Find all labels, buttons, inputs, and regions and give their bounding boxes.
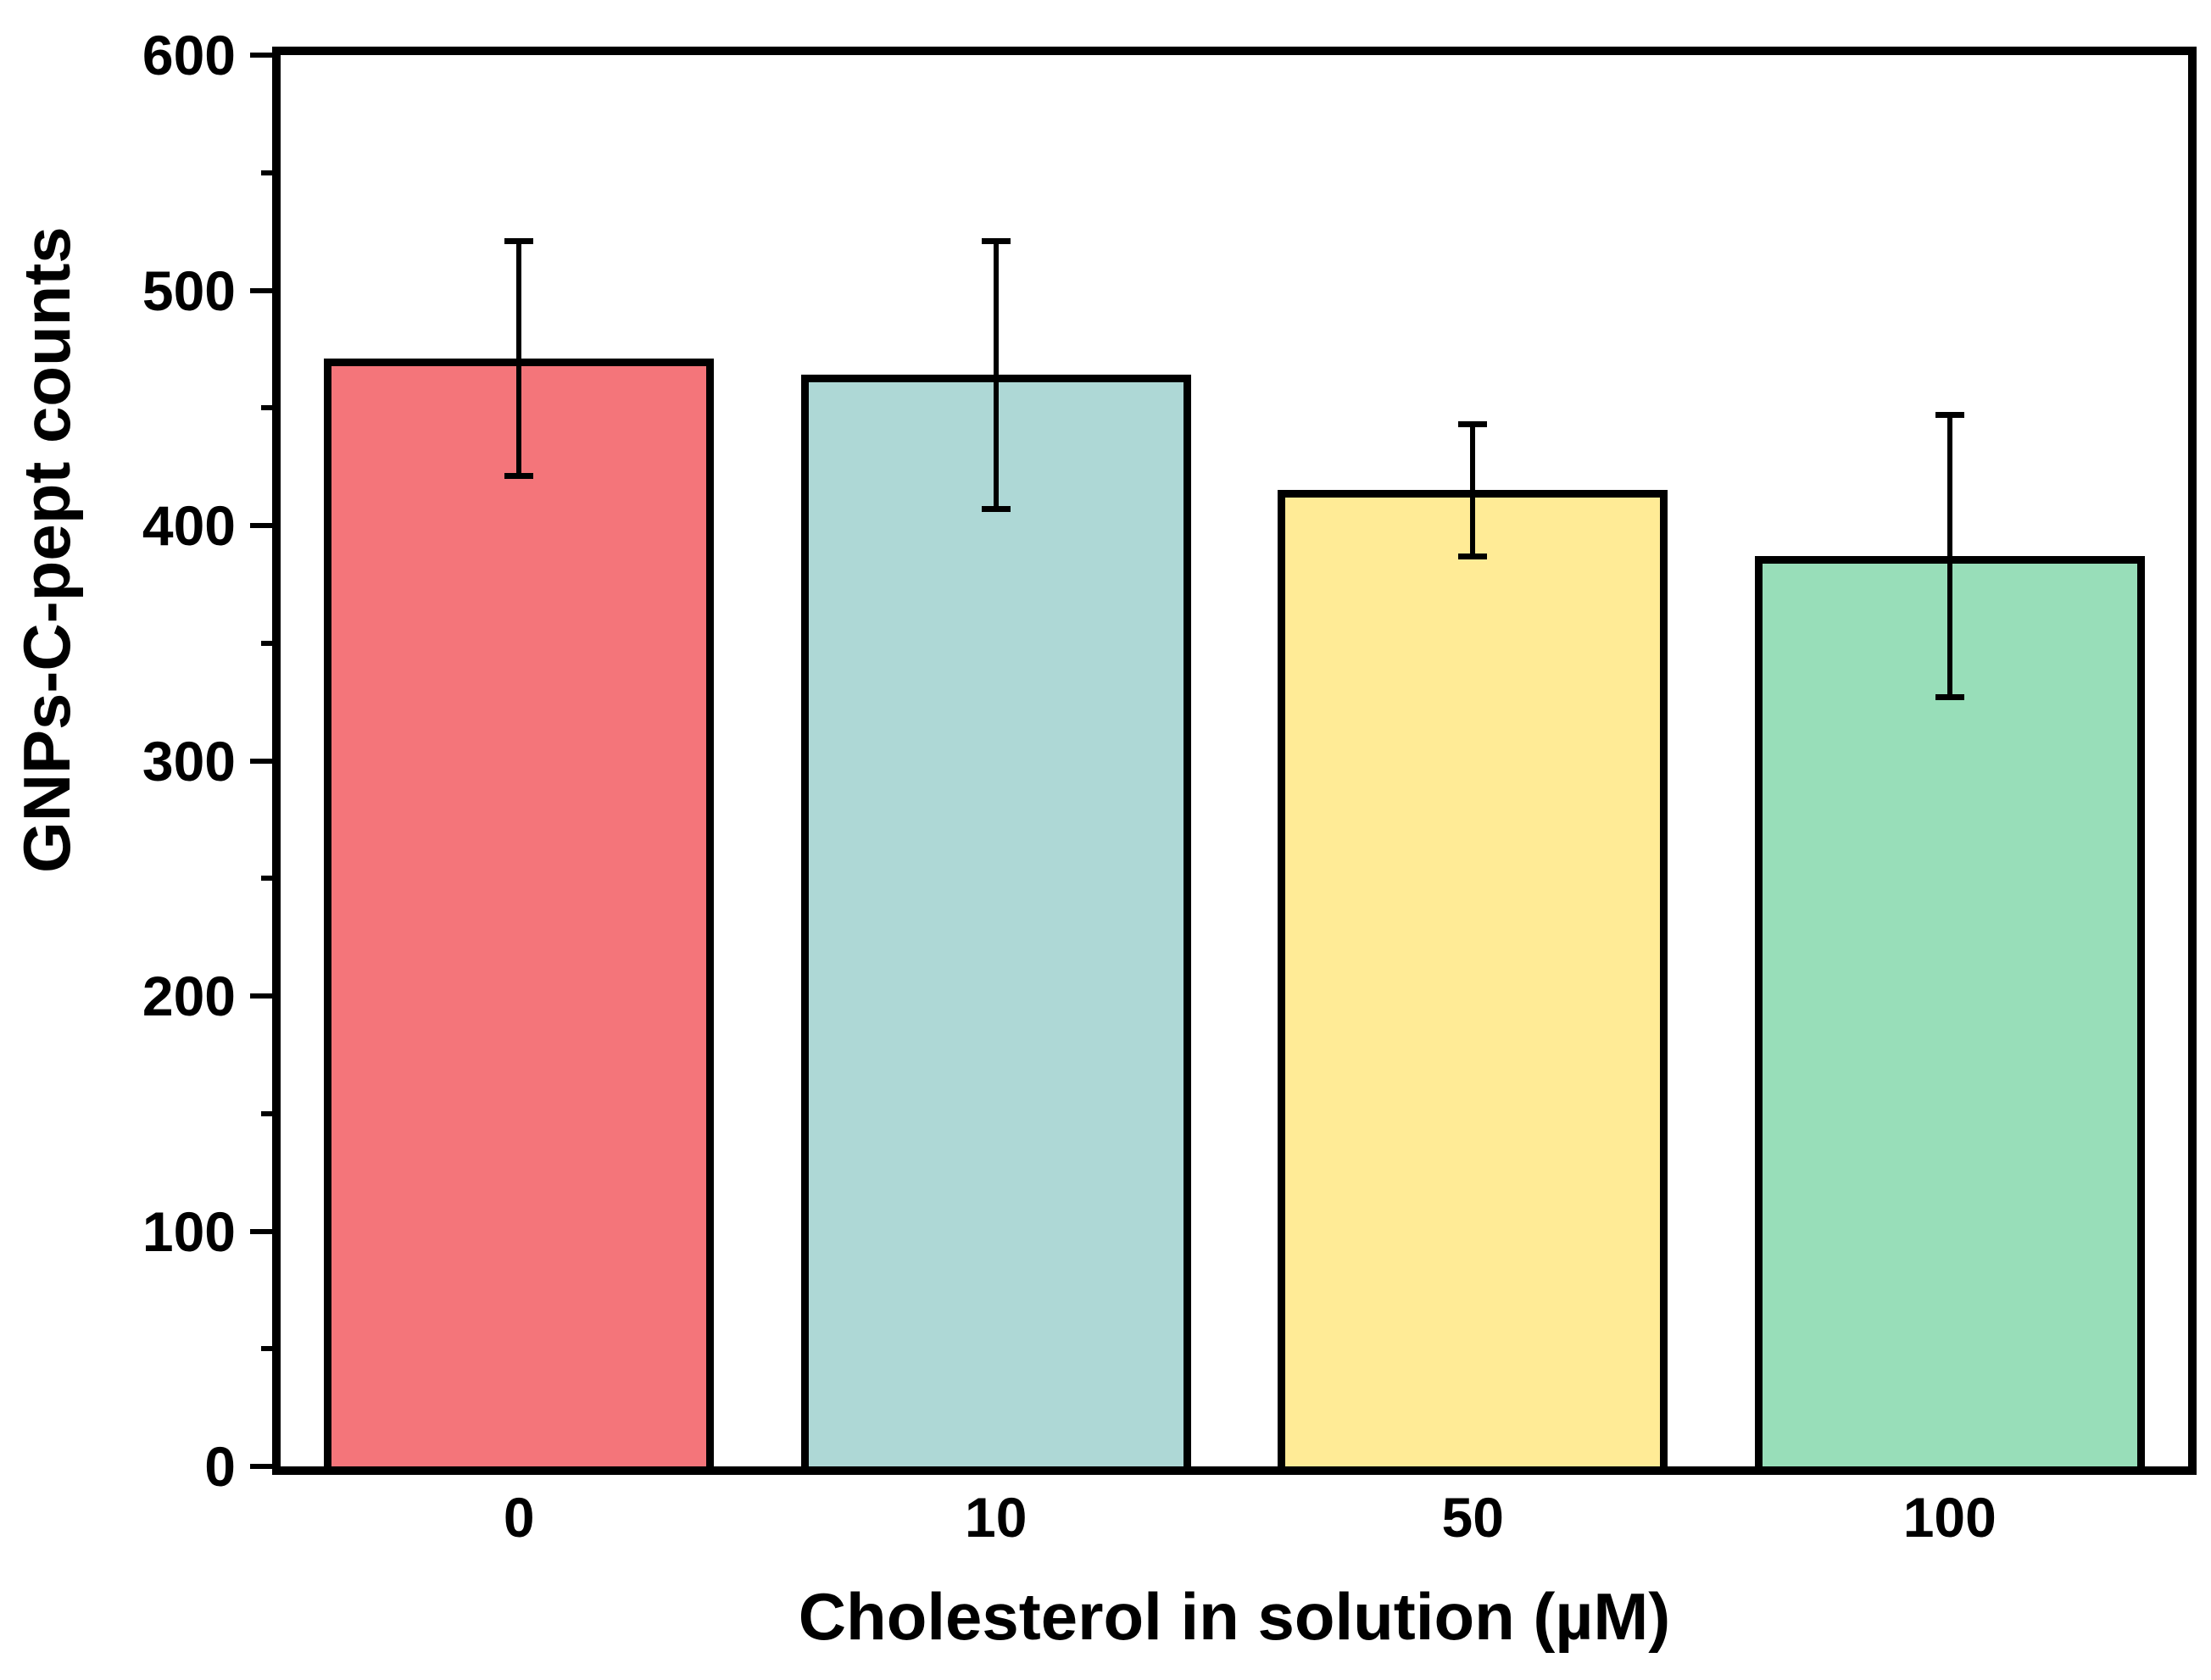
bar-100	[1754, 556, 2145, 1474]
error-bar-cap	[981, 506, 1011, 513]
error-bar-cap	[1458, 421, 1488, 428]
y-tick-label: 0	[204, 1435, 236, 1498]
error-bar-cap	[504, 237, 534, 244]
x-tick-label: 10	[965, 1486, 1028, 1549]
y-tick-label: 500	[142, 259, 236, 322]
y-tick-label: 200	[142, 965, 236, 1027]
bar-0	[324, 358, 715, 1474]
x-tick-label: 100	[1902, 1486, 1997, 1549]
y-minor-tick	[261, 1346, 272, 1352]
y-minor-tick	[261, 1110, 272, 1116]
y-major-tick	[250, 287, 272, 293]
x-tick-label: 50	[1441, 1486, 1504, 1549]
error-bar-cap	[981, 237, 1011, 244]
error-bar-cap	[504, 473, 534, 480]
y-minor-tick	[261, 640, 272, 646]
y-major-tick	[250, 758, 272, 764]
error-bar-cap	[1458, 553, 1488, 559]
error-bar-cap	[1935, 694, 1964, 701]
y-minor-tick	[261, 405, 272, 411]
y-tick-label: 100	[142, 1199, 236, 1263]
bar-10	[800, 375, 1191, 1474]
error-bar-cap	[1935, 412, 1964, 419]
y-axis-title: GNPs-C-pept counts	[9, 226, 84, 873]
y-tick-label: 300	[142, 729, 236, 793]
y-major-tick	[250, 1464, 272, 1469]
y-minor-tick	[261, 170, 272, 175]
error-bar-line	[993, 241, 999, 509]
y-major-tick	[250, 53, 272, 58]
x-axis-title: Cholesterol in solution (µM)	[798, 1579, 1671, 1654]
error-bar-line	[1470, 424, 1476, 557]
error-bar-line	[1946, 414, 1952, 698]
y-major-tick	[250, 523, 272, 528]
y-tick-label: 600	[142, 24, 236, 86]
error-bar-line	[516, 241, 522, 476]
y-major-tick	[250, 993, 272, 999]
y-minor-tick	[261, 876, 272, 882]
bar-50	[1278, 490, 1668, 1474]
x-tick-label: 0	[503, 1486, 535, 1549]
y-major-tick	[250, 1228, 272, 1234]
y-tick-label: 400	[142, 494, 236, 557]
